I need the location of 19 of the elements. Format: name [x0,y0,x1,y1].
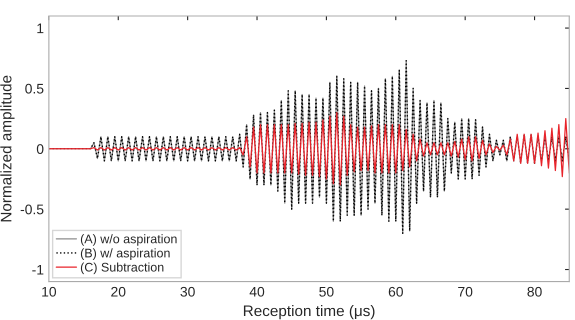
x-tick-label: 40 [250,286,264,297]
line-series [48,112,570,186]
x-tick-label: 20 [111,286,126,297]
x-axis-title: Reception time (μs) [244,304,374,320]
x-tick-label: 70 [458,286,472,297]
x-tick-label: 50 [319,286,334,297]
x-tick-label: 10 [42,286,56,297]
x-tick-label: 30 [180,286,195,297]
y-tick-label: 0 [36,144,44,154]
y-tick-label: -1 [32,265,44,275]
x-tick-label: 60 [388,286,403,297]
legend-label: (C) Subtraction [80,262,164,274]
y-tick-label: 0.5 [25,84,44,94]
x-tick-label: 80 [527,286,542,297]
y-tick-label: -0.5 [20,204,44,214]
legend-label: (B) w/ aspiration [80,248,170,260]
y-tick-label: 1 [37,24,44,34]
legend-label: (A) w/o aspiration [80,234,177,246]
y-axis-title: Normalized amplitude [0,76,15,222]
